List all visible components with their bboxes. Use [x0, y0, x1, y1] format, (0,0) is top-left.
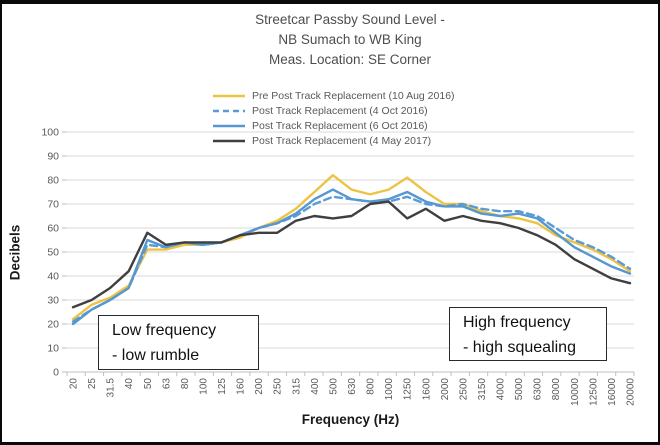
svg-text:1000: 1000	[384, 378, 395, 401]
svg-text:4000: 4000	[496, 378, 507, 401]
svg-text:5000: 5000	[514, 378, 525, 401]
svg-text:0: 0	[53, 367, 59, 379]
svg-text:60: 60	[47, 223, 59, 235]
annotation-high-line-1: High frequency	[463, 314, 571, 331]
svg-text:10: 10	[47, 343, 59, 355]
svg-text:90: 90	[47, 151, 59, 163]
svg-text:2500: 2500	[458, 378, 469, 401]
x-axis-title: Frequency (Hz)	[301, 412, 400, 427]
svg-text:40: 40	[47, 271, 59, 283]
svg-text:250: 250	[273, 378, 284, 395]
svg-text:30: 30	[47, 295, 59, 307]
svg-text:400: 400	[310, 378, 321, 395]
legend-item-post-6-oct-2016: Post Track Replacement (6 Oct 2016)	[212, 118, 455, 133]
svg-text:16000: 16000	[607, 378, 618, 406]
svg-text:12500: 12500	[588, 378, 599, 406]
annotation-low-line-2: - low rumble	[112, 347, 200, 364]
chart-title-line-2: NB Sumach to WB King	[278, 32, 422, 47]
svg-text:70: 70	[47, 199, 59, 211]
annotation-low-line-1: Low frequency	[112, 322, 217, 339]
legend-item-pre-10-aug-2016: Pre Post Track Replacement (10 Aug 2016)	[212, 88, 455, 103]
legend-item-post-4-oct-2016: Post Track Replacement (4 Oct 2016)	[212, 103, 455, 118]
svg-text:25: 25	[87, 378, 98, 390]
svg-text:800: 800	[366, 378, 377, 395]
svg-text:20: 20	[47, 319, 59, 331]
svg-text:50: 50	[143, 378, 154, 390]
svg-text:31.5: 31.5	[106, 378, 117, 398]
svg-text:40: 40	[124, 378, 135, 390]
annotation-low-frequency: Low frequency - low rumble	[98, 315, 259, 370]
svg-text:160: 160	[236, 378, 247, 395]
y-axis-title: Decibels	[7, 224, 23, 281]
svg-text:1600: 1600	[421, 378, 432, 401]
svg-text:50: 50	[47, 247, 59, 259]
svg-text:100: 100	[41, 127, 59, 139]
svg-text:500: 500	[328, 378, 339, 395]
legend-label: Post Track Replacement (4 May 2017)	[252, 134, 432, 147]
legend-label: Pre Post Track Replacement (10 Aug 2016)	[252, 89, 455, 102]
svg-text:630: 630	[347, 378, 358, 395]
svg-text:6300: 6300	[533, 378, 544, 401]
annotation-high-line-2: - high squealing	[463, 339, 576, 356]
legend-swatch-1	[213, 109, 245, 112]
legend-swatch-0	[213, 94, 245, 97]
svg-text:20000: 20000	[626, 378, 637, 406]
svg-text:20: 20	[69, 378, 80, 390]
svg-text:10000: 10000	[570, 378, 581, 406]
svg-text:100: 100	[198, 378, 209, 395]
legend-label: Post Track Replacement (4 Oct 2016)	[252, 104, 428, 117]
svg-text:315: 315	[291, 378, 302, 395]
legend-label: Post Track Replacement (6 Oct 2016)	[252, 119, 428, 132]
chart-title-line-1: Streetcar Passby Sound Level -	[255, 12, 445, 27]
svg-text:80: 80	[180, 378, 191, 390]
chart-title-line-3: Meas. Location: SE Corner	[268, 52, 432, 67]
legend-swatch-3	[213, 139, 245, 142]
chart-title: Streetcar Passby Sound Level - NB Sumach…	[42, 10, 658, 70]
svg-text:3150: 3150	[477, 378, 488, 401]
svg-text:63: 63	[161, 378, 172, 390]
svg-text:125: 125	[217, 378, 228, 395]
svg-text:200: 200	[254, 378, 265, 395]
legend-swatch-2	[213, 124, 245, 127]
svg-text:8000: 8000	[551, 378, 562, 401]
legend-item-post-4-may-2017: Post Track Replacement (4 May 2017)	[212, 133, 455, 148]
plot-svg: 0 10 20 30 40 50 60 70 80 90 100 20 25 31.5 40 50 63 80 10…	[41, 127, 637, 406]
annotation-high-frequency: High frequency - high squealing	[449, 307, 607, 361]
legend: Pre Post Track Replacement (10 Aug 2016)…	[212, 88, 455, 148]
svg-text:80: 80	[47, 175, 59, 187]
svg-text:1250: 1250	[403, 378, 414, 401]
svg-text:2000: 2000	[440, 378, 451, 401]
